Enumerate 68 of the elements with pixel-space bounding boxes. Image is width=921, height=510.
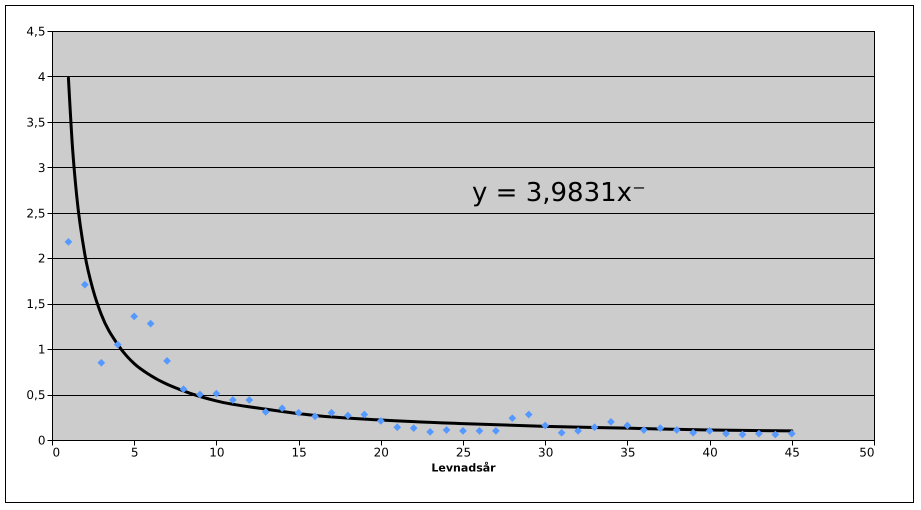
y-tick-label: 1 (38, 342, 46, 357)
point (163, 357, 171, 365)
point (558, 428, 566, 437)
point (294, 408, 302, 417)
x-tick-label: 30 (538, 446, 554, 460)
annotation: y = 3,9831x⁻ (472, 178, 646, 208)
point (196, 390, 204, 398)
x-tick-label: 35 (620, 446, 636, 460)
x-axis-title: Levnadsår (431, 462, 496, 474)
point (146, 320, 155, 328)
y-tick-label: 0 (38, 434, 46, 448)
point (376, 417, 385, 425)
point (574, 427, 582, 435)
y-tick-label: 2 (38, 252, 46, 266)
point (656, 424, 664, 432)
x-tick-label: 45 (784, 446, 800, 460)
point (492, 427, 500, 435)
point (541, 422, 550, 430)
point (360, 410, 368, 418)
y-tick-label: 2,5 (26, 206, 46, 220)
point (180, 385, 188, 393)
x-tick-label: 40 (702, 446, 718, 460)
x-tick-label: 20 (374, 446, 389, 460)
point (311, 412, 319, 420)
point (508, 414, 516, 422)
x-tick-label: 10 (209, 446, 225, 460)
x-tick-label: 25 (456, 446, 472, 460)
point (755, 430, 763, 438)
point (672, 426, 681, 434)
point (114, 340, 122, 348)
point (81, 280, 89, 288)
point (64, 238, 72, 246)
point (245, 396, 254, 404)
point (393, 423, 402, 432)
point (344, 412, 352, 420)
point (738, 430, 746, 438)
x-tick-label: 15 (291, 446, 307, 460)
point (97, 358, 106, 367)
y-tick-label: 3,5 (26, 115, 46, 130)
point (426, 428, 434, 436)
point (442, 426, 450, 434)
x-tick-label: 0 (52, 446, 60, 460)
point (788, 430, 796, 438)
point (410, 424, 418, 432)
y-tick-label: 1,5 (26, 297, 46, 312)
point (278, 404, 286, 412)
point (624, 422, 632, 430)
point (689, 428, 698, 437)
point (524, 410, 533, 418)
y-tick-label: 3 (38, 160, 46, 175)
point (706, 427, 714, 435)
y-tick-label: 4,5 (26, 24, 46, 38)
point (607, 418, 615, 426)
point (459, 427, 467, 435)
point (590, 423, 598, 432)
point (640, 426, 648, 434)
x-tick-label: 50 (859, 446, 874, 460)
point (476, 427, 484, 435)
y-tick-label: 0,5 (26, 388, 46, 402)
y-tick-label: 4 (38, 70, 46, 84)
x-tick-label: 5 (130, 446, 139, 460)
point (212, 390, 220, 398)
point (722, 430, 730, 438)
point (262, 408, 270, 416)
point (771, 430, 780, 438)
point (228, 396, 237, 404)
point (130, 312, 138, 320)
point (328, 408, 336, 417)
